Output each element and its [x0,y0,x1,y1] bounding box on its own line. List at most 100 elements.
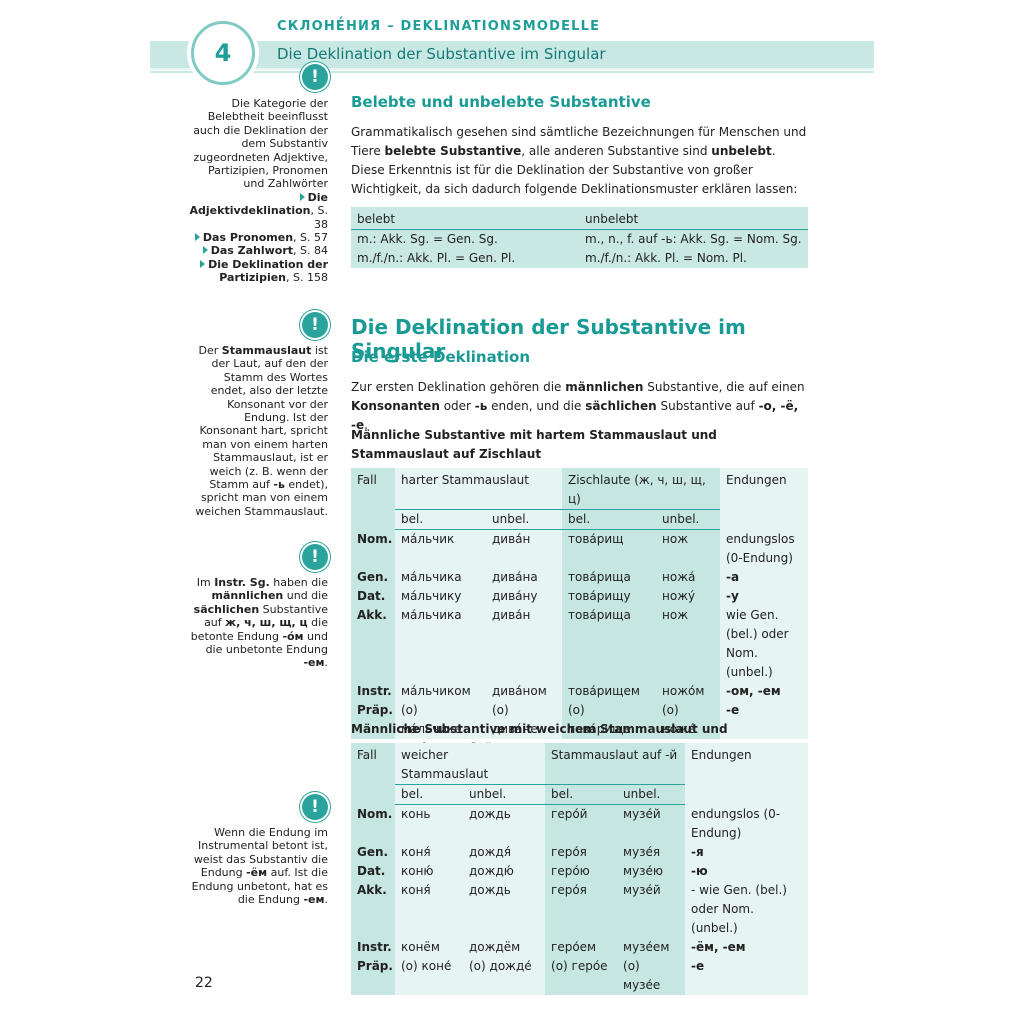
header-cell: Zischlaute (ж, ч, ш, щ, ц) [562,468,720,510]
table-cell: Dat. [351,861,395,881]
info-icon: ! [302,544,328,570]
table-cell: -а [720,567,808,587]
table-cell: коню́ [395,861,463,881]
text: ist der Laut, auf den der Stamm des Wort… [199,344,329,492]
table-cell: музе́й [617,804,686,843]
paragraph: Zur ersten Deklination gehören die männl… [351,378,808,435]
table-cell: (о) коне́ [395,956,463,995]
table-cell: коня́ [395,842,463,862]
subheader-cell: bel. [545,784,618,805]
text: Der [198,344,222,357]
table: Fall harter Stammauslaut Zischlaute (ж, ч,… [351,468,808,739]
table-cell: -у [720,586,808,606]
reference-page: , S. 38 [310,204,328,231]
table-block: Fall harter Stammauslaut Zischlaute (ж, ч,… [351,468,808,739]
bold-text: Stammauslaut [221,344,312,357]
bold-text: -óм [282,629,304,643]
cross-reference: Das Zahlwort, S. 84 [188,244,328,257]
info-icon: ! [302,312,328,338]
table-cell: - wie Gen. (bel.) oder Nom. (unbel.) [685,880,809,938]
table-cell: геро́я [545,842,618,862]
table-cell: конём [395,937,463,957]
subheader-cell: unbel. [463,784,546,805]
table-row: Dat. коню́ дождю́ геро́ю музе́ю -ю [351,861,809,881]
table-cell: ножа́ [656,567,720,587]
table-cell: това́рища [562,567,656,587]
bold-text: sächlichen [193,602,260,616]
side-note: Im Instr. Sg. haben die männlichen und d… [188,576,328,670]
text: endet), spricht man von einem weichen St… [195,478,328,518]
paragraph: Grammatikalisch gesehen sind sämtliche B… [351,123,808,199]
text: haben die [269,576,328,589]
table-row: Dat. ма́льчику дива́ну това́рищу ножу́ -у [351,586,808,606]
table-cell: Gen. [351,842,395,862]
table-row: m.: Akk. Sg. = Gen. Sg. m., n., f. auf -ь… [351,229,808,249]
table-cell: (о) дожде́ [463,956,546,995]
table-cell: (о) дива́не [486,700,562,739]
table-row: Akk. коня́ дождь геро́я музе́й - wie Gen. (be… [351,880,809,938]
header-rule [150,71,874,73]
page-number: 22 [195,975,213,991]
header-cell: harter Stammauslaut [395,468,562,510]
reference-title: Das Pronomen [202,231,294,245]
table-block: Fall weicher Stammauslaut Stammauslaut auf… [351,743,809,995]
text: , alle anderen Substantive sind [521,144,712,158]
bold-text: ж, ч, ш, щ, ц [225,616,308,630]
table-cell: -ом, -ем [720,681,808,701]
reference-page: , S. 57 [293,231,328,245]
header-cell: belebt [351,207,579,230]
header-cell: Endungen [720,468,808,530]
table-cell: -ю [685,861,809,881]
text: und die unbetonte Endung [205,629,328,657]
bold-text: -ем [303,893,325,907]
table-cell: геро́я [545,880,618,938]
subheader-cell: unbel. [656,509,720,530]
cross-reference: Das Pronomen, S. 57 [188,231,328,244]
table-cell: m./f./n.: Akk. Pl. = Gen. Pl. [351,249,579,268]
table-cell: (о) това́рище [562,700,656,739]
bold-text: -о, -ё, -е [351,399,799,432]
bold-text: -ём [246,866,268,880]
text: Die Kategorie der Belebtheit beeinflusst… [193,97,328,191]
chapter-number: 4 [191,21,255,85]
table-cell: дива́ном [486,681,562,701]
table-cell: -е [720,700,808,739]
bold-text: -ь [273,478,285,492]
table-cell: Instr. [351,681,395,701]
reference-title: Die Adjektivdeklination [189,190,328,218]
side-note: Die Kategorie der Belebtheit beeinflusst… [188,97,328,285]
table-cell: Instr. [351,937,395,957]
table: Fall weicher Stammauslaut Stammauslaut auf… [351,743,809,995]
table-cell: дива́н [486,529,562,568]
chapter-kicker: СКЛОНЕ́НИЯ – DEKLINATIONSMODELLE [277,19,601,34]
table-row: Nom. ма́льчик дива́н това́рищ нож endungslos … [351,529,808,568]
table-row: Gen. коня́ дождя́ геро́я музе́я -я [351,842,809,862]
table-cell: (о) ноже́ [656,700,720,739]
subheader-cell: bel. [562,509,656,530]
table-cell: ма́льчика [395,605,486,682]
header-bar [150,41,874,70]
text: . [364,418,368,432]
table-cell: дождя́ [463,842,546,862]
table-cell: геро́й [545,804,618,843]
bold-text: sächlichen [585,399,657,413]
table-row: Nom. конь дождь геро́й музе́й endungslos (0-E… [351,804,809,843]
side-note: Der Stammauslaut ist der Laut, auf den d… [188,344,328,518]
subheader-cell: unbel. [617,784,686,805]
table-row: Akk. ма́льчика дива́н това́рища нож wie Gen. … [351,605,808,682]
table-cell: ма́льчика [395,567,486,587]
heading: Belebte und unbelebte Substantive [351,93,651,111]
table-cell: ма́льчик [395,529,486,568]
table-cell: дива́на [486,567,562,587]
table-cell: m./f./n.: Akk. Pl. = Nom. Pl. [579,249,808,268]
subheader-row: bel. unbel. bel. unbel. [351,509,808,530]
header-cell: weicher Stammauslaut [395,743,546,785]
header-row: belebt unbelebt [351,207,808,230]
bold-text: belebte Substantive [384,144,522,158]
table-cell: -я [685,842,809,862]
heading: Männliche Substantive mit hartem Stammau… [351,428,717,461]
table-cell: музе́я [617,842,686,862]
bold-text: -ем [303,656,325,670]
